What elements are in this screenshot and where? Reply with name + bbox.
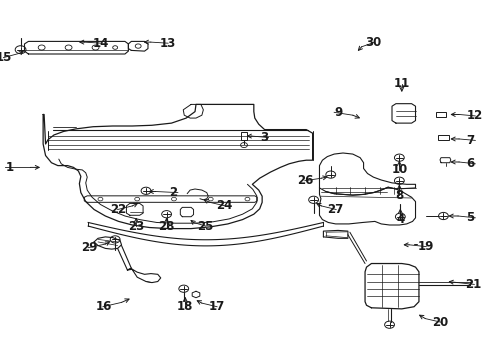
Text: 28: 28 [158,220,175,233]
Bar [436,112,446,117]
Bar [241,132,247,140]
Text: 2: 2 [169,186,177,199]
Text: 26: 26 [297,174,314,187]
Text: 25: 25 [197,220,213,233]
Bar [438,135,449,140]
Text: 19: 19 [417,240,434,253]
Text: 9: 9 [335,106,343,119]
Text: 1: 1 [5,161,14,174]
Text: 29: 29 [81,241,97,254]
Text: 4: 4 [396,213,404,226]
Text: 5: 5 [466,211,475,224]
Text: 12: 12 [466,109,483,122]
Text: 7: 7 [466,134,475,147]
Text: 6: 6 [466,157,475,170]
Text: 30: 30 [365,36,381,49]
Text: 11: 11 [393,77,410,90]
Text: 10: 10 [391,163,408,176]
Text: 22: 22 [110,203,126,216]
Text: 18: 18 [177,300,194,313]
Text: 14: 14 [93,37,109,50]
Text: 16: 16 [96,300,112,313]
Text: 15: 15 [0,51,12,64]
Text: 8: 8 [395,189,403,202]
Text: 24: 24 [217,199,233,212]
Text: 17: 17 [208,300,224,313]
Text: 13: 13 [159,37,175,50]
Text: 3: 3 [260,131,268,144]
Text: 20: 20 [432,316,448,329]
Text: 27: 27 [327,203,343,216]
Text: 21: 21 [466,278,482,291]
Text: 23: 23 [128,220,145,233]
